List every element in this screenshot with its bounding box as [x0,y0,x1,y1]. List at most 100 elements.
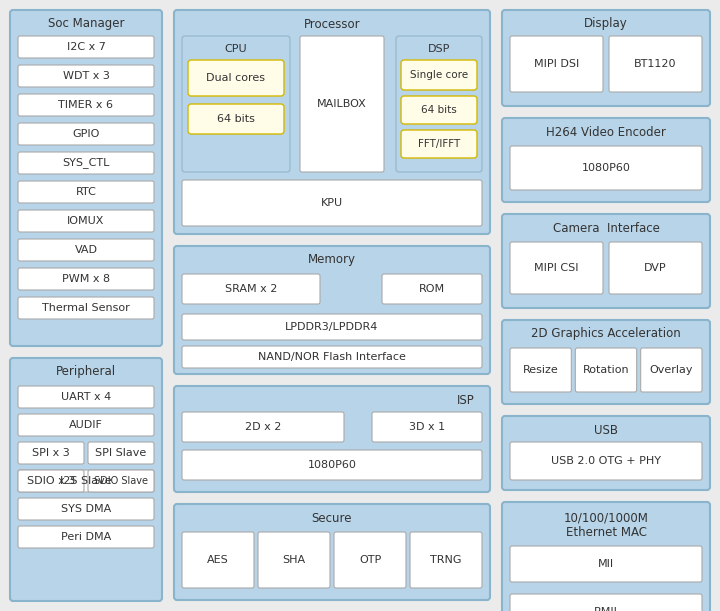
Text: AUDIF: AUDIF [69,420,103,430]
Text: MII: MII [598,559,614,569]
Text: Processor: Processor [304,18,360,31]
Text: 1080P60: 1080P60 [582,163,631,173]
Text: H264 Video Encoder: H264 Video Encoder [546,125,666,139]
Text: AES: AES [207,555,229,565]
Text: SPI x 3: SPI x 3 [32,448,70,458]
FancyBboxPatch shape [88,442,154,464]
FancyBboxPatch shape [182,346,482,368]
FancyBboxPatch shape [18,442,84,464]
Text: SDIO x 3: SDIO x 3 [27,476,75,486]
FancyBboxPatch shape [174,386,490,492]
Text: 3D x 1: 3D x 1 [409,422,445,432]
FancyBboxPatch shape [401,130,477,158]
FancyBboxPatch shape [174,504,490,600]
FancyBboxPatch shape [510,348,572,392]
FancyBboxPatch shape [182,274,320,304]
FancyBboxPatch shape [18,498,154,520]
FancyBboxPatch shape [510,146,702,190]
Text: DVP: DVP [644,263,667,273]
Text: FFT/IFFT: FFT/IFFT [418,139,460,149]
FancyBboxPatch shape [18,181,154,203]
FancyBboxPatch shape [502,320,710,404]
FancyBboxPatch shape [510,594,702,611]
FancyBboxPatch shape [18,414,154,436]
Text: RTC: RTC [76,187,96,197]
Text: Camera  Interface: Camera Interface [552,222,660,235]
FancyBboxPatch shape [502,118,710,202]
FancyBboxPatch shape [18,526,154,548]
Text: Overlay: Overlay [649,365,693,375]
Text: I2S Slave: I2S Slave [60,476,112,486]
FancyBboxPatch shape [18,268,154,290]
Text: SYS DMA: SYS DMA [61,504,111,514]
FancyBboxPatch shape [396,36,482,172]
FancyBboxPatch shape [18,470,84,492]
FancyBboxPatch shape [609,242,702,294]
FancyBboxPatch shape [18,386,154,408]
FancyBboxPatch shape [188,60,284,96]
Text: USB 2.0 OTG + PHY: USB 2.0 OTG + PHY [551,456,661,466]
FancyBboxPatch shape [372,412,482,442]
FancyBboxPatch shape [88,470,154,492]
FancyBboxPatch shape [182,450,482,480]
Text: 64 bits: 64 bits [217,114,255,124]
Text: 2D Graphics Acceleration: 2D Graphics Acceleration [531,327,681,340]
FancyBboxPatch shape [182,532,254,588]
FancyBboxPatch shape [182,314,482,340]
Text: DSP: DSP [428,44,450,54]
FancyBboxPatch shape [18,210,154,232]
Text: GPIO: GPIO [72,129,99,139]
FancyBboxPatch shape [502,10,710,106]
Text: Rotation: Rotation [582,365,629,375]
FancyBboxPatch shape [502,502,710,611]
Text: TIMER x 6: TIMER x 6 [58,100,114,110]
FancyBboxPatch shape [510,546,702,582]
Text: WDT x 3: WDT x 3 [63,71,109,81]
FancyBboxPatch shape [182,180,482,226]
Text: Peripheral: Peripheral [56,365,116,378]
Text: SRAM x 2: SRAM x 2 [225,284,277,294]
FancyBboxPatch shape [18,123,154,145]
FancyBboxPatch shape [10,358,162,601]
FancyBboxPatch shape [18,94,154,116]
FancyBboxPatch shape [575,348,636,392]
FancyBboxPatch shape [174,10,490,234]
Text: VAD: VAD [74,245,97,255]
Text: Thermal Sensor: Thermal Sensor [42,303,130,313]
Text: IOMUX: IOMUX [67,216,104,226]
Text: ISP: ISP [457,393,475,406]
FancyBboxPatch shape [510,442,702,480]
Text: MIPI CSI: MIPI CSI [534,263,579,273]
FancyBboxPatch shape [182,412,344,442]
Text: 2D x 2: 2D x 2 [245,422,282,432]
Text: OTP: OTP [359,555,381,565]
FancyBboxPatch shape [502,214,710,308]
FancyBboxPatch shape [18,152,154,174]
FancyBboxPatch shape [258,532,330,588]
FancyBboxPatch shape [641,348,702,392]
FancyBboxPatch shape [401,96,477,124]
FancyBboxPatch shape [300,36,384,172]
Text: UART x 4: UART x 4 [61,392,111,402]
Text: MIPI DSI: MIPI DSI [534,59,579,69]
FancyBboxPatch shape [10,10,162,346]
Text: SHA: SHA [282,555,305,565]
Text: Soc Manager: Soc Manager [48,18,125,31]
FancyBboxPatch shape [182,36,290,172]
Text: Single core: Single core [410,70,468,80]
FancyBboxPatch shape [18,239,154,261]
FancyBboxPatch shape [18,470,154,492]
Text: BT1120: BT1120 [634,59,677,69]
Text: KPU: KPU [321,198,343,208]
Text: SPI Slave: SPI Slave [95,448,147,458]
Text: USB: USB [594,423,618,436]
FancyBboxPatch shape [18,65,154,87]
FancyBboxPatch shape [609,36,702,92]
FancyBboxPatch shape [174,246,490,374]
Text: MAILBOX: MAILBOX [317,99,367,109]
Text: 64 bits: 64 bits [421,105,457,115]
Text: PWM x 8: PWM x 8 [62,274,110,284]
Text: Secure: Secure [312,511,352,524]
FancyBboxPatch shape [502,416,710,490]
Text: Display: Display [584,18,628,31]
